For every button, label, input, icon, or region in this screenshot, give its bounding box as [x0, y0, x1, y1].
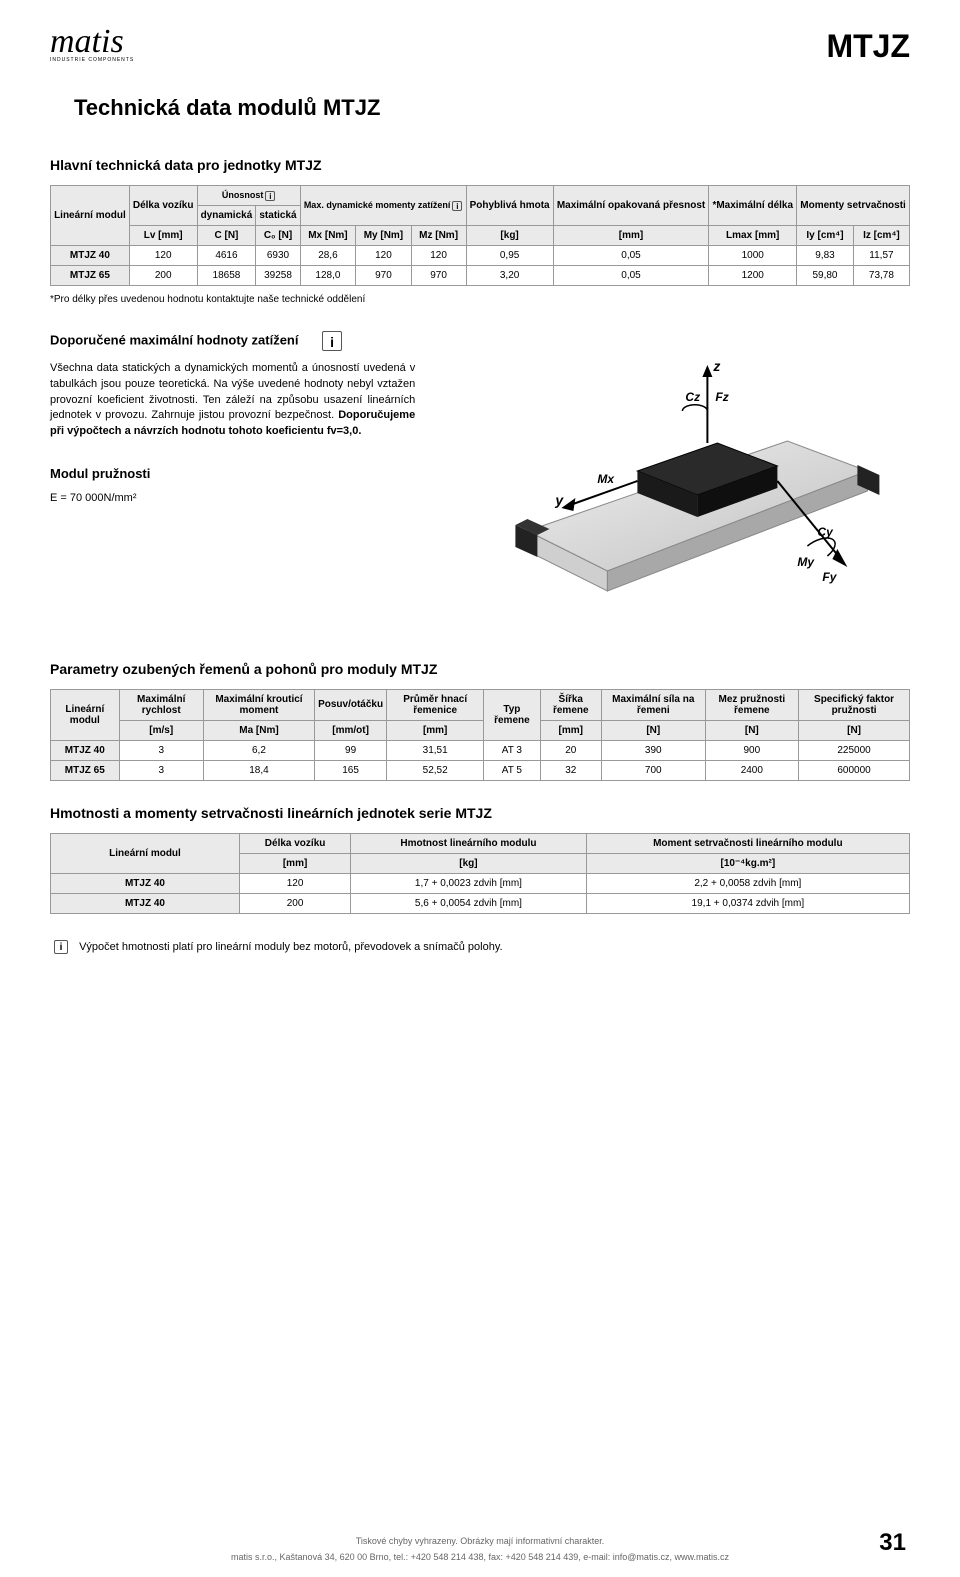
header: matis INDUSTRIE COMPONENTS MTJZ [50, 28, 910, 65]
section3-value: E = 70 000N/mm² [50, 491, 415, 507]
th-linmodul: Lineární modul [51, 186, 130, 246]
logo-text: matis [50, 23, 124, 60]
u-mz: Mz [Nm] [411, 225, 466, 245]
product-illustration: z Cz Fz y Mx Cy Fy My [445, 331, 910, 631]
th-moments: Max. dynamické momenty zatíženíi [300, 186, 466, 226]
footer: Tiskové chyby vyhrazeny. Obrázky mají in… [0, 1533, 960, 1565]
section4-title: Parametry ozubených řemenů a pohonů pro … [50, 661, 910, 677]
section5-title: Hmotnosti a momenty setrvačnosti lineárn… [50, 805, 910, 821]
table-row: MTJZ 65 200 18658 39258 128,0 970 970 3,… [51, 265, 910, 285]
section1-title: Hlavní technická data pro jednotky MTJZ [50, 157, 910, 173]
svg-text:Fz: Fz [716, 390, 729, 404]
th-unosnost: Únosnosti [197, 186, 300, 206]
u-iz: Iz [cm⁴] [853, 225, 909, 245]
u-iy: Iy [cm⁴] [797, 225, 854, 245]
table-row: MTJZ 40 120 1,7 + 0,0023 zdvih [mm] 2,2 … [51, 873, 910, 893]
bottom-note: i Výpočet hmotnosti platí pro lineární m… [50, 940, 910, 954]
svg-text:Cy: Cy [818, 525, 835, 539]
footer-line2: matis s.r.o., Kaštanová 34, 620 00 Brno,… [0, 1549, 960, 1565]
svg-text:Mx: Mx [598, 472, 616, 486]
tech-data-table: Lineární modul Délka vozíku Únosnosti Ma… [50, 185, 910, 286]
svg-text:y: y [555, 492, 565, 508]
th-hmota: Pohyblivá hmota [466, 186, 553, 226]
table-row: MTJZ 40 120 4616 6930 28,6 120 120 0,95 … [51, 245, 910, 265]
u-mm: [mm] [553, 225, 709, 245]
table-row: MTJZ 65 3 18,4 165 52,52 AT 5 32 700 240… [51, 760, 910, 780]
u-lv: Lv [mm] [129, 225, 197, 245]
th-delka: Délka vozíku [129, 186, 197, 226]
u-c0: C₀ [N] [256, 225, 300, 245]
u-mx: Mx [Nm] [300, 225, 356, 245]
u-kg: [kg] [466, 225, 553, 245]
th-stat: statická [256, 205, 300, 225]
u-c: C [N] [197, 225, 256, 245]
product-title: MTJZ [826, 28, 910, 65]
svg-text:My: My [798, 555, 816, 569]
table-row: MTJZ 40 3 6,2 99 31,51 AT 3 20 390 900 2… [51, 740, 910, 760]
main-title: Technická data modulů MTJZ [74, 95, 910, 121]
th-presnost: Maximální opakovaná přesnost [553, 186, 709, 226]
section2-title: Doporučené maximální hodnoty zatížení i [50, 331, 415, 351]
svg-text:Fy: Fy [823, 570, 838, 584]
th-maxdelka: *Maximální délka [709, 186, 797, 226]
svg-text:z: z [713, 358, 721, 374]
footer-line1: Tiskové chyby vyhrazeny. Obrázky mají in… [0, 1533, 960, 1549]
section2-body: Všechna data statických a dynamických mo… [50, 361, 415, 441]
info-icon: i [452, 201, 462, 211]
th-setrv: Momenty setrvačnosti [797, 186, 910, 226]
u-lmax: Lmax [mm] [709, 225, 797, 245]
info-icon: i [322, 331, 342, 351]
info-icon: i [54, 940, 68, 954]
section1-footnote: *Pro délky přes uvedenou hodnotu kontakt… [50, 294, 910, 305]
svg-text:Cz: Cz [686, 390, 701, 404]
logo: matis INDUSTRIE COMPONENTS [50, 28, 134, 63]
mass-inertia-table: Lineární modul Délka vozíku Hmotnost lin… [50, 833, 910, 914]
table-row: MTJZ 40 200 5,6 + 0,0054 zdvih [mm] 19,1… [51, 893, 910, 913]
belt-params-table: Lineární modul Maximální rychlost Maximá… [50, 689, 910, 781]
u-my: My [Nm] [356, 225, 412, 245]
section3-title: Modul pružnosti [50, 466, 415, 481]
th-dyn: dynamická [197, 205, 256, 225]
info-icon: i [265, 191, 275, 201]
